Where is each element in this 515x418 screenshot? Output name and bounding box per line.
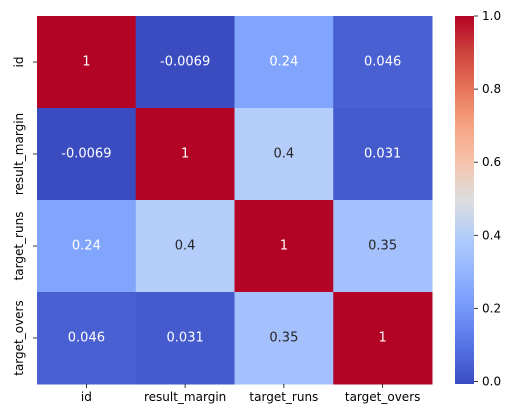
colorbar bbox=[455, 16, 474, 384]
heatmap-cell bbox=[37, 16, 137, 109]
heatmap-cell bbox=[135, 200, 235, 293]
heatmap-cell bbox=[333, 16, 433, 109]
cell-value-label: 1 bbox=[181, 147, 189, 162]
cell-value-label: 1 bbox=[280, 239, 288, 254]
y-tick-label: result_margin bbox=[12, 113, 26, 195]
x-axis-ticks: id result_margin target_runs target_overs bbox=[81, 384, 420, 404]
cell-value-label: 0.046 bbox=[364, 55, 401, 70]
x-tick-label: result_margin bbox=[144, 390, 226, 404]
heatmap-cell bbox=[333, 292, 433, 385]
cell-value-label: -0.0069 bbox=[61, 147, 111, 162]
y-axis-ticks: id result_margin target_runs target_overs bbox=[12, 57, 37, 376]
y-tick-label: target_overs bbox=[12, 300, 26, 376]
cell-value-label: 0.4 bbox=[274, 147, 295, 162]
cell-value-label: 0.24 bbox=[72, 239, 101, 254]
heatmap-cell bbox=[234, 200, 334, 293]
heatmap-cell bbox=[333, 200, 433, 293]
cell-value-label: 0.4 bbox=[175, 239, 196, 254]
cell-value-label: 1 bbox=[82, 55, 90, 70]
y-tick-label: id bbox=[12, 57, 26, 68]
colorbar-tick-label: 0.2 bbox=[482, 301, 501, 315]
colorbar-tick-label: 0.6 bbox=[482, 155, 501, 169]
y-tick-label: target_runs bbox=[12, 212, 26, 281]
heatmap-cell bbox=[234, 108, 334, 201]
colorbar-tick-label: 0.0 bbox=[482, 374, 501, 388]
cell-value-label: 0.24 bbox=[269, 55, 298, 70]
heatmap-cell bbox=[234, 16, 334, 109]
cell-value-label: 0.031 bbox=[364, 147, 401, 162]
heatmap-cell bbox=[135, 16, 235, 109]
cell-value-label: 0.046 bbox=[68, 331, 105, 346]
heatmap-cell bbox=[333, 108, 433, 201]
x-tick-label: id bbox=[81, 390, 92, 404]
cell-value-label: 1 bbox=[378, 331, 386, 346]
colorbar-tick-label: 1.0 bbox=[482, 9, 501, 23]
cell-value-label: 0.031 bbox=[167, 331, 204, 346]
heatmap-cell bbox=[37, 108, 137, 201]
heatmap-cell bbox=[135, 108, 235, 201]
cell-value-label: 0.35 bbox=[269, 331, 298, 346]
heatmap-cell bbox=[135, 292, 235, 385]
heatmap-cell bbox=[37, 200, 137, 293]
x-tick-label: target_overs bbox=[345, 390, 421, 404]
heatmap-cell bbox=[234, 292, 334, 385]
colorbar-tick-label: 0.4 bbox=[482, 228, 501, 242]
x-tick-label: target_runs bbox=[249, 390, 318, 404]
cell-value-label: -0.0069 bbox=[160, 55, 210, 70]
cell-value-label: 0.35 bbox=[368, 239, 397, 254]
heatmap-cell bbox=[37, 292, 137, 385]
colorbar-ticks: 0.0 0.2 0.4 0.6 0.8 1.0 bbox=[474, 9, 501, 388]
colorbar-tick-label: 0.8 bbox=[482, 82, 501, 96]
heatmap-cells: 1 -0.0069 0.24 0.046 -0.0069 1 0.4 0.031 0.24 0.4… bbox=[37, 16, 433, 385]
